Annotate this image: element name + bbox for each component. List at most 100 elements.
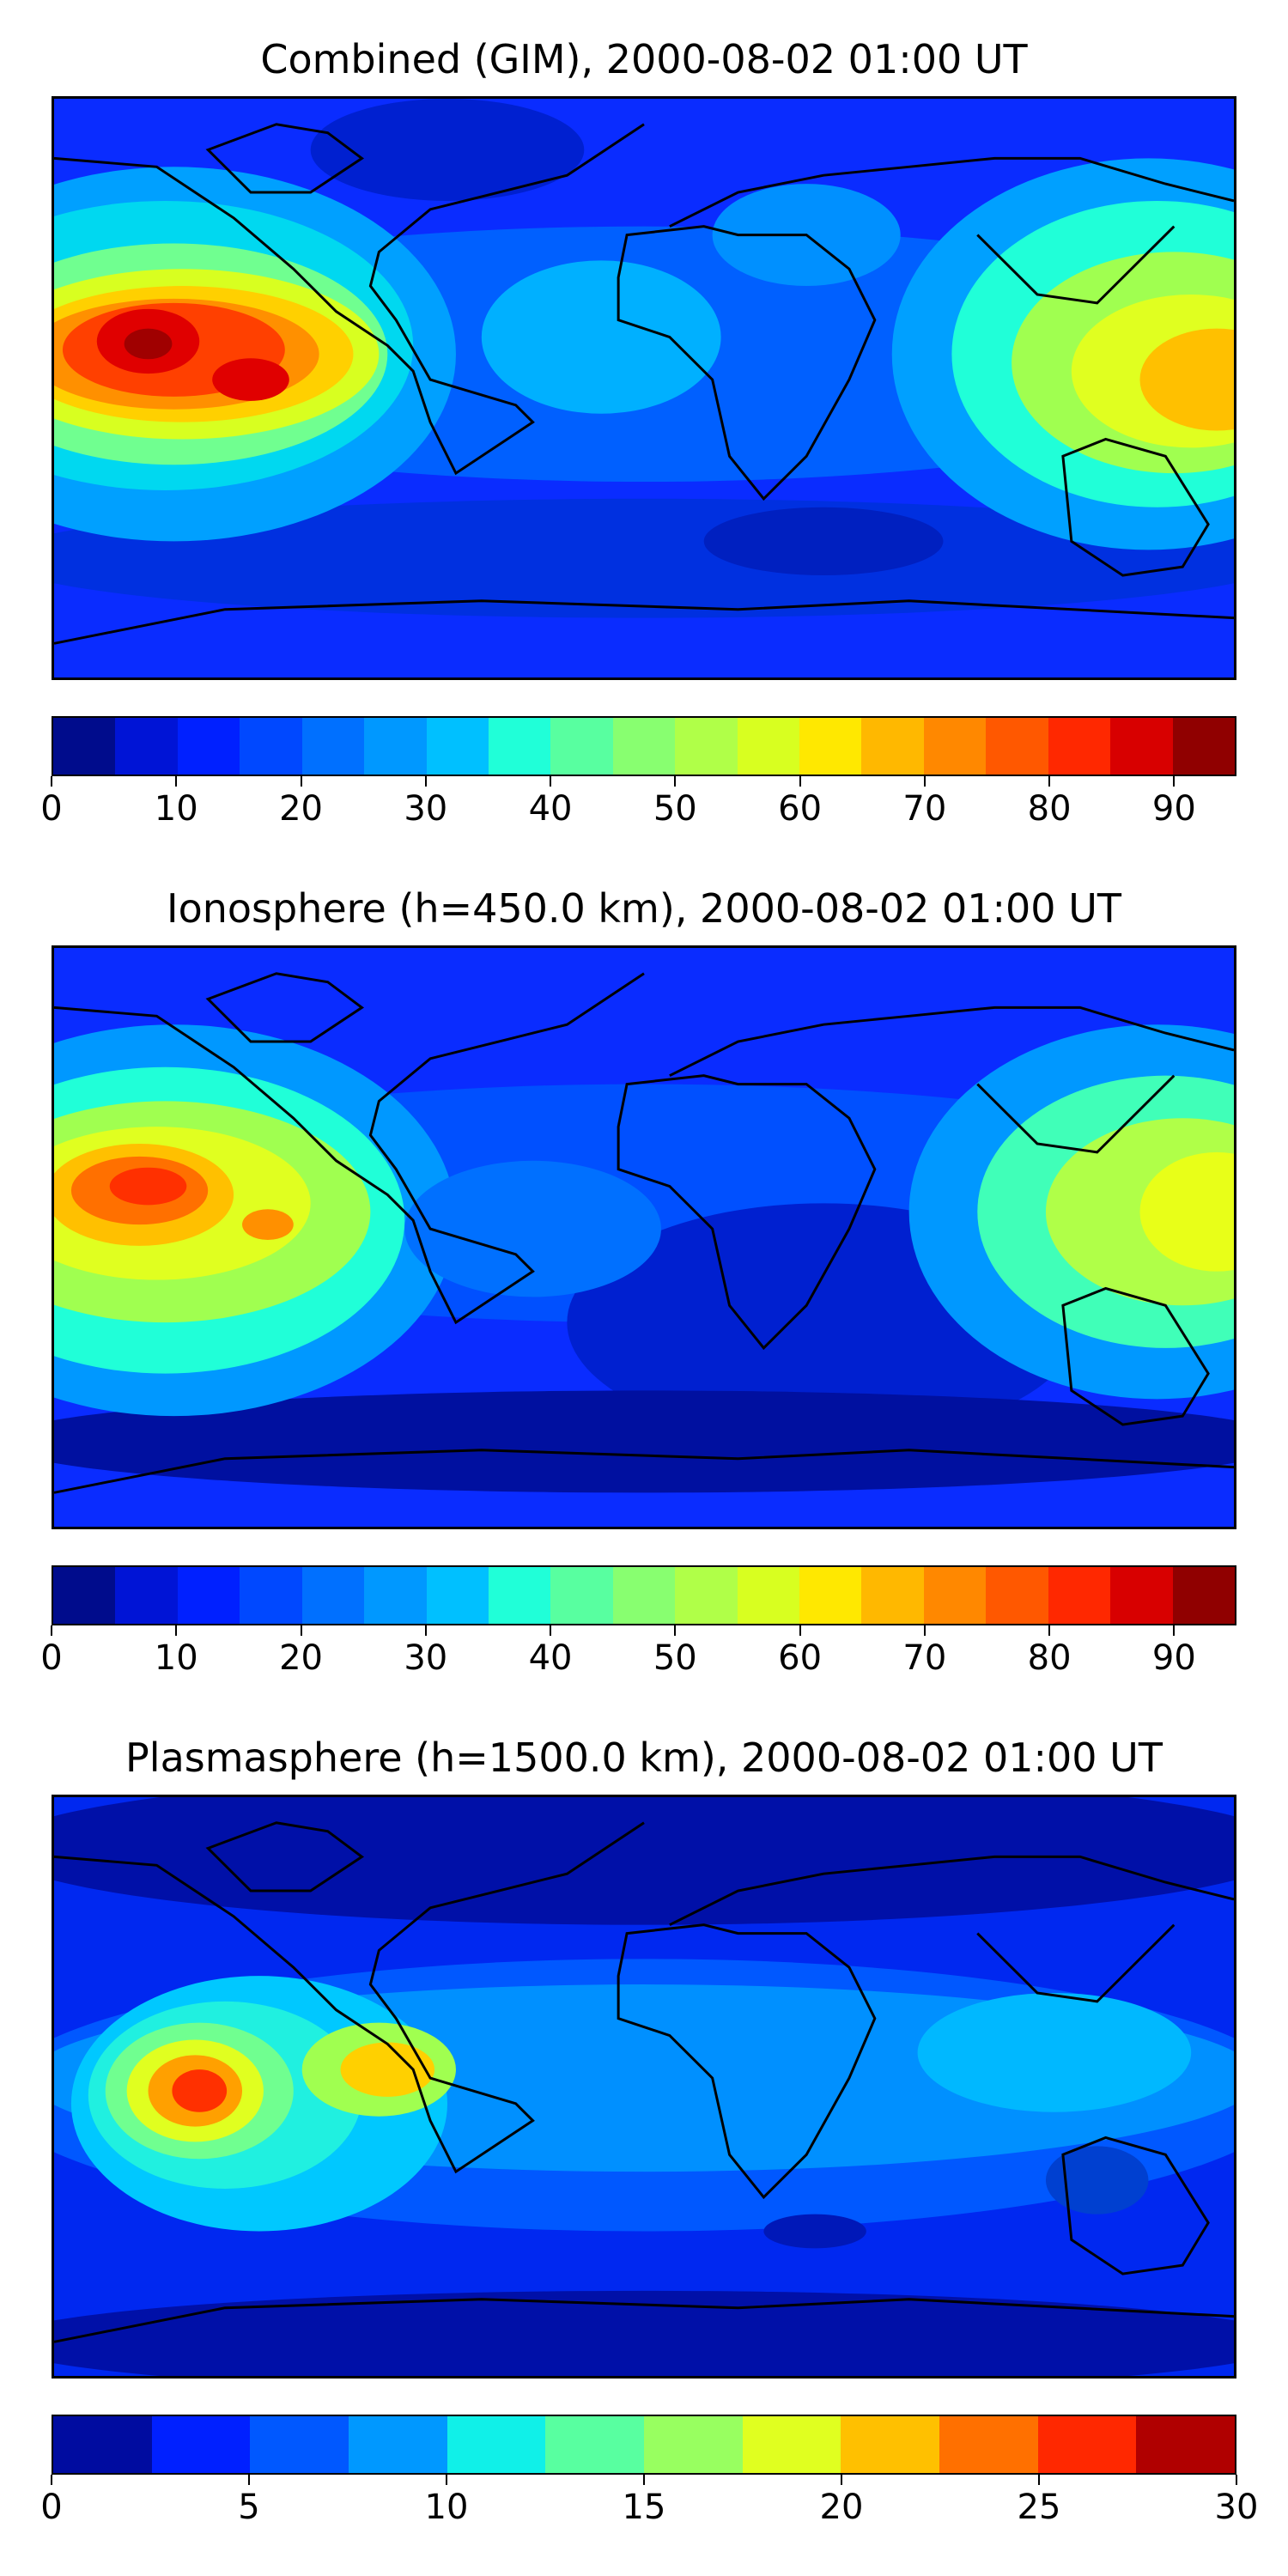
colorbar-tick-label: 80 — [1027, 789, 1072, 829]
colorbar-plasmasphere — [52, 2415, 1236, 2475]
colorbar-segment — [799, 1567, 862, 1624]
colorbar-tick-mark — [175, 1625, 178, 1636]
colorbar-tick-label: 0 — [40, 1638, 63, 1678]
colorbar-segment — [1048, 718, 1111, 775]
map-ionosphere — [52, 945, 1236, 1529]
colorbar-segment — [447, 2416, 546, 2473]
colorbar-tick-label: 30 — [1214, 2488, 1259, 2527]
colorbar-tick-mark — [446, 2475, 447, 2485]
colorbar-tick-label: 50 — [653, 789, 697, 829]
colorbar-tick-label: 20 — [279, 789, 323, 829]
colorbar-segment — [177, 718, 240, 775]
colorbar-tick-mark — [674, 776, 677, 787]
colorbar-tick-label: 60 — [778, 1638, 823, 1678]
colorbar-segment — [1110, 1567, 1173, 1624]
colorbar-tick-mark — [1048, 776, 1051, 787]
colorbar-segment — [301, 718, 365, 775]
colorbar-segment — [115, 1567, 178, 1624]
colorbar-segment — [1037, 2416, 1137, 2473]
colorbar-tick-label: 10 — [154, 789, 198, 829]
colorbar-tick-label: 70 — [902, 789, 947, 829]
colorbar-tick-mark — [550, 776, 552, 787]
colorbar-segment — [1172, 718, 1235, 775]
colorbar-segment — [675, 1567, 738, 1624]
colorbar-segment — [426, 1567, 489, 1624]
colorbar-tick-mark — [923, 776, 926, 787]
colorbar-segment — [250, 2416, 349, 2473]
colorbar-tick-mark — [1038, 2475, 1040, 2485]
colorbar-tick-label: 60 — [778, 789, 823, 829]
colorbar-segment — [923, 718, 987, 775]
colorbar-segment — [364, 1567, 427, 1624]
colorbar-tick-label: 20 — [279, 1638, 323, 1678]
colorbar-tick-label: 90 — [1151, 789, 1196, 829]
colorbar-segment — [612, 1567, 676, 1624]
colorbar-tick-mark — [643, 2475, 645, 2485]
colorbar-segment — [301, 1567, 365, 1624]
colorbar-tick-label: 30 — [404, 789, 448, 829]
colorbar-segment — [545, 2416, 645, 2473]
colorbar-tick-mark — [1048, 1625, 1051, 1636]
colorbar-tick-mark — [1236, 2475, 1237, 2485]
colorbar-segment — [861, 718, 924, 775]
colorbar-segment — [151, 2416, 251, 2473]
colorbar-segment — [240, 1567, 302, 1624]
colorbar-tick-mark — [1173, 776, 1176, 787]
colorbar-tick-mark — [424, 776, 427, 787]
colorbar-tick-mark — [300, 1625, 302, 1636]
colorbar-tick-mark — [51, 776, 52, 787]
colorbar-combined — [52, 716, 1236, 776]
panel-title-plasmasphere: Plasmasphere (h=1500.0 km), 2000-08-02 0… — [125, 1735, 1163, 1781]
colorbar-tick-label: 10 — [154, 1638, 198, 1678]
colorbar-tick-mark — [799, 1625, 801, 1636]
colorbar-tick-mark — [51, 1625, 52, 1636]
colorbar-segment — [53, 1567, 116, 1624]
colorbar-tick-mark — [841, 2475, 842, 2485]
colorbar-segment — [488, 718, 551, 775]
colorbar-segment — [488, 1567, 551, 1624]
colorbar-segment — [115, 718, 178, 775]
colorbar-segment — [426, 718, 489, 775]
colorbar-tick-mark — [674, 1625, 677, 1636]
colorbar-tick-label: 70 — [902, 1638, 947, 1678]
colorbar-segment — [939, 2416, 1038, 2473]
colorbar-tick-label: 0 — [40, 789, 63, 829]
colorbar-segment — [841, 2416, 940, 2473]
colorbar-tick-label: 20 — [819, 2488, 864, 2527]
colorbar-segment — [742, 2416, 841, 2473]
panel-title-ionosphere: Ionosphere (h=450.0 km), 2000-08-02 01:0… — [167, 885, 1121, 932]
colorbar-tick-label: 25 — [1017, 2488, 1061, 2527]
colorbar-segment — [737, 718, 800, 775]
colorbar-tick-mark — [1173, 1625, 1176, 1636]
colorbar-ionosphere — [52, 1565, 1236, 1625]
colorbar-tick-label: 15 — [622, 2488, 666, 2527]
colorbar-segment — [550, 718, 613, 775]
colorbar-segment — [799, 718, 862, 775]
colorbar-tick-label: 40 — [528, 789, 573, 829]
colorbar-segment — [349, 2416, 447, 2473]
colorbar-tick-mark — [923, 1625, 926, 1636]
colorbar-tick-label: 5 — [238, 2488, 260, 2527]
panel-title-combined: Combined (GIM), 2000-08-02 01:00 UT — [260, 36, 1028, 82]
colorbar-segment — [644, 2416, 743, 2473]
colorbar-segment — [364, 718, 427, 775]
colorbar-tick-label: 40 — [528, 1638, 573, 1678]
colorbar-segment — [1172, 1567, 1235, 1624]
colorbar-tick-label: 0 — [40, 2488, 63, 2527]
colorbar-segment — [923, 1567, 987, 1624]
colorbar-segment — [550, 1567, 613, 1624]
colorbar-segment — [53, 718, 116, 775]
colorbar-tick-mark — [300, 776, 302, 787]
colorbar-tick-label: 50 — [653, 1638, 697, 1678]
colorbar-tick-mark — [248, 2475, 250, 2485]
colorbar-ticks-plasmasphere: 0 5 10 15 20 25 30 — [40, 2475, 1258, 2527]
colorbar-segment — [612, 718, 676, 775]
colorbar-segment — [1048, 1567, 1111, 1624]
colorbar-tick-label: 10 — [424, 2488, 469, 2527]
colorbar-tick-mark — [550, 1625, 552, 1636]
colorbar-segment — [240, 718, 302, 775]
colorbar-ticks-combined: 0 10 20 30 40 50 60 70 80 90 — [40, 776, 1236, 829]
colorbar-tick-mark — [175, 776, 178, 787]
colorbar-tick-label: 30 — [404, 1638, 448, 1678]
colorbar-segment — [986, 718, 1048, 775]
